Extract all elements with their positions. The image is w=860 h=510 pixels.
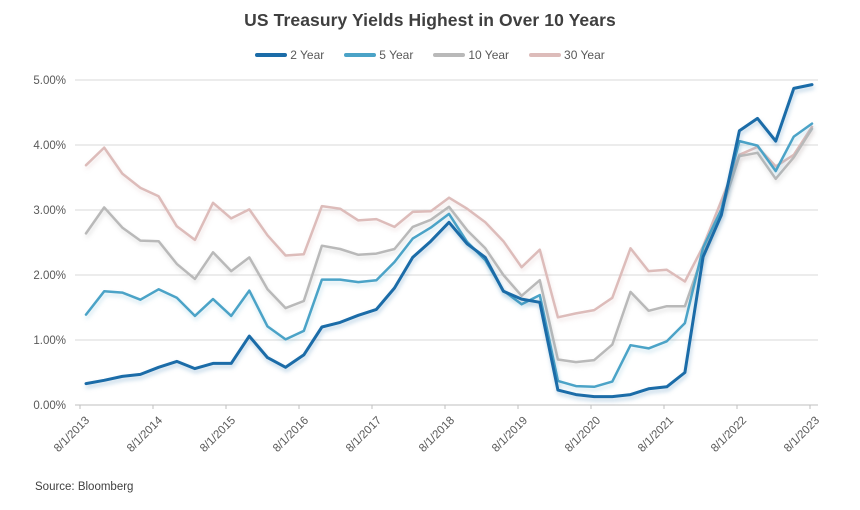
legend-swatch-icon (344, 53, 377, 57)
x-axis-tick-label: 8/1/2017 (344, 415, 384, 455)
chart-title: US Treasury Yields Highest in Over 10 Ye… (244, 10, 616, 30)
x-axis-tick-label: 8/1/2020 (563, 415, 603, 455)
legend-item-5-year: 5 Year (344, 48, 413, 62)
legend-item-10-year: 10 Year (433, 48, 509, 62)
x-axis-tick-label: 8/1/2022 (709, 415, 749, 455)
y-axis-tick-label: 5.00% (33, 75, 66, 87)
legend-swatch-icon (529, 53, 562, 57)
y-axis-tick-label: 2.00% (33, 270, 66, 282)
legend-item-2-year: 2 Year (255, 48, 324, 62)
legend-label: 10 Year (468, 48, 510, 62)
series-line-2-year (84, 83, 814, 399)
series-line-10-year (84, 127, 814, 364)
x-axis-tick-label: 8/1/2015 (198, 415, 238, 455)
x-axis-tick-label: 8/1/2019 (490, 415, 530, 455)
series-line-5-year (84, 122, 814, 389)
x-axis-tick-label: 8/1/2013 (52, 415, 92, 455)
x-axis-tick-label: 8/1/2016 (271, 415, 311, 455)
legend-swatch-icon (433, 53, 466, 57)
y-axis-tick-label: 4.00% (33, 140, 66, 152)
legend-swatch-icon (255, 53, 288, 57)
legend-label: 2 Year (290, 48, 325, 62)
series-line-30-year (84, 125, 814, 319)
y-axis-tick-label: 1.00% (33, 335, 66, 347)
x-axis-tick-label: 8/1/2021 (636, 415, 676, 455)
y-axis-tick-label: 3.00% (33, 205, 66, 217)
legend-label: 5 Year (379, 48, 414, 62)
x-axis-tick-label: 8/1/2018 (417, 415, 457, 455)
y-axis-tick-label: 0.00% (33, 400, 66, 412)
legend-item-30-year: 30 Year (529, 48, 605, 62)
chart-legend: 2 Year 5 Year 10 Year 30 Year (0, 48, 860, 62)
x-axis-tick-label: 8/1/2023 (782, 415, 822, 455)
source-note: Source: Bloomberg (35, 481, 134, 493)
legend-label: 30 Year (564, 48, 605, 62)
x-axis-tick-label: 8/1/2014 (125, 414, 166, 455)
